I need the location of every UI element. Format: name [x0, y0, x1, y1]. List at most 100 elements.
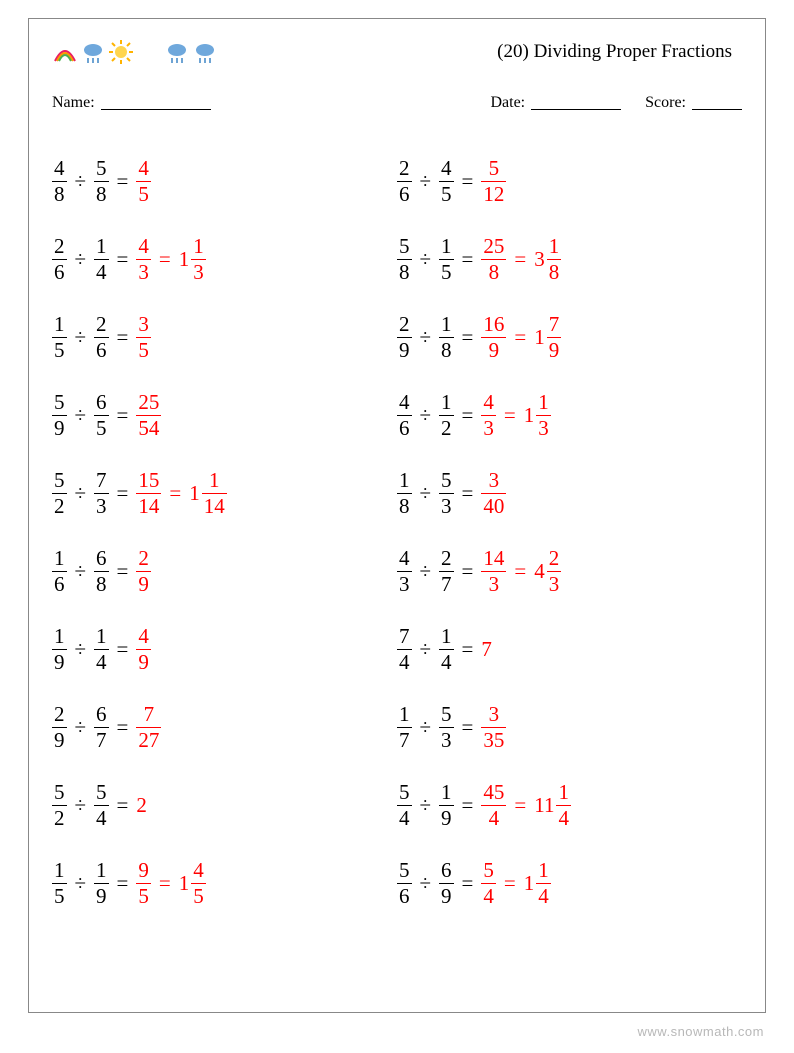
fraction: 26 [52, 235, 67, 282]
answer: 2554 [136, 391, 161, 438]
fraction: 43 [481, 391, 496, 438]
problem-row: 19÷14=49 [52, 610, 397, 688]
answer: 2 [136, 793, 147, 818]
fraction: 65 [94, 391, 109, 438]
equals-sign: = [161, 481, 189, 506]
equals-sign: = [109, 481, 137, 506]
answer: 1114 [189, 469, 227, 516]
fraction: 16 [52, 547, 67, 594]
fraction: 52 [52, 469, 67, 516]
equals-sign: = [109, 325, 137, 350]
equals-sign: = [109, 637, 137, 662]
fraction: 114 [202, 469, 227, 516]
footer-url: www.snowmath.com [638, 1024, 764, 1039]
answer: 1114 [534, 781, 571, 828]
fraction: 43 [136, 235, 151, 282]
fraction: 15 [52, 313, 67, 360]
fraction: 15 [439, 235, 454, 282]
fraction: 512 [481, 157, 506, 204]
divide-operator: ÷ [412, 481, 440, 506]
fraction: 12 [439, 391, 454, 438]
answer: 145 [179, 859, 206, 906]
answer: 258 [481, 235, 506, 282]
fraction: 45 [191, 859, 206, 906]
fraction: 14 [556, 781, 571, 828]
mixed-number: 179 [534, 313, 561, 360]
worksheet-title: (20) Dividing Proper Fractions [497, 41, 742, 63]
fraction: 27 [439, 547, 454, 594]
problem-row: 56÷69=54=114 [397, 844, 742, 922]
header-icons [52, 39, 218, 65]
equals-sign: = [506, 559, 534, 584]
fraction: 58 [397, 235, 412, 282]
info-row: Name: Date: Score: [52, 94, 742, 112]
date-blank[interactable] [531, 94, 621, 110]
equals-sign: = [109, 169, 137, 194]
fraction: 14 [536, 859, 551, 906]
fraction: 59 [52, 391, 67, 438]
problem-row: 48÷58=45 [52, 142, 397, 220]
mixed-number: 113 [524, 391, 551, 438]
fraction: 29 [397, 313, 412, 360]
problem-row: 15÷26=35 [52, 298, 397, 376]
fraction: 45 [439, 157, 454, 204]
fraction: 19 [439, 781, 454, 828]
fraction: 53 [439, 703, 454, 750]
divide-operator: ÷ [412, 715, 440, 740]
divide-operator: ÷ [412, 559, 440, 584]
answer: 43 [136, 235, 151, 282]
fraction: 95 [136, 859, 151, 906]
answer: 318 [534, 235, 561, 282]
divide-operator: ÷ [67, 247, 95, 272]
divide-operator: ÷ [67, 637, 95, 662]
right-column: 26÷45=51258÷15=258=31829÷18=169=17946÷12… [397, 142, 742, 922]
fraction: 19 [52, 625, 67, 672]
fraction: 727 [136, 703, 161, 750]
fraction: 169 [481, 313, 506, 360]
divide-operator: ÷ [412, 637, 440, 662]
fraction: 26 [397, 157, 412, 204]
equals-sign: = [454, 715, 482, 740]
equals-sign: = [109, 247, 137, 272]
fraction: 143 [481, 547, 506, 594]
answer: 49 [136, 625, 151, 672]
equals-sign: = [109, 871, 137, 896]
equals-sign: = [151, 871, 179, 896]
name-blank[interactable] [101, 94, 211, 110]
sun-icon [108, 39, 134, 65]
fraction: 18 [439, 313, 454, 360]
cloud-rain-icon [192, 39, 218, 65]
divide-operator: ÷ [67, 559, 95, 584]
fraction: 52 [52, 781, 67, 828]
equals-sign: = [109, 715, 137, 740]
equals-sign: = [454, 481, 482, 506]
answer: 340 [481, 469, 506, 516]
divide-operator: ÷ [412, 247, 440, 272]
answer-int: 7 [481, 637, 492, 662]
answer: 113 [179, 235, 206, 282]
rainbow-icon [52, 39, 78, 65]
fraction: 35 [136, 313, 151, 360]
problem-row: 15÷19=95=145 [52, 844, 397, 922]
divide-operator: ÷ [67, 403, 95, 428]
fraction: 29 [52, 703, 67, 750]
answer: 143 [481, 547, 506, 594]
answer: 114 [524, 859, 551, 906]
divide-operator: ÷ [67, 481, 95, 506]
fraction: 18 [547, 235, 562, 282]
fraction: 19 [94, 859, 109, 906]
equals-sign: = [454, 403, 482, 428]
equals-sign: = [109, 403, 137, 428]
name-field: Name: [52, 94, 211, 112]
answer: 45 [136, 157, 151, 204]
score-blank[interactable] [692, 94, 742, 110]
problems-area: 48÷58=4526÷14=43=11315÷26=3559÷65=255452… [52, 142, 742, 922]
problem-row: 26÷14=43=113 [52, 220, 397, 298]
problem-row: 54÷19=454=1114 [397, 766, 742, 844]
fraction: 48 [52, 157, 67, 204]
equals-sign: = [454, 559, 482, 584]
divide-operator: ÷ [67, 715, 95, 740]
cloud-rain-icon [80, 39, 106, 65]
problem-row: 52÷54=2 [52, 766, 397, 844]
fraction: 14 [94, 625, 109, 672]
